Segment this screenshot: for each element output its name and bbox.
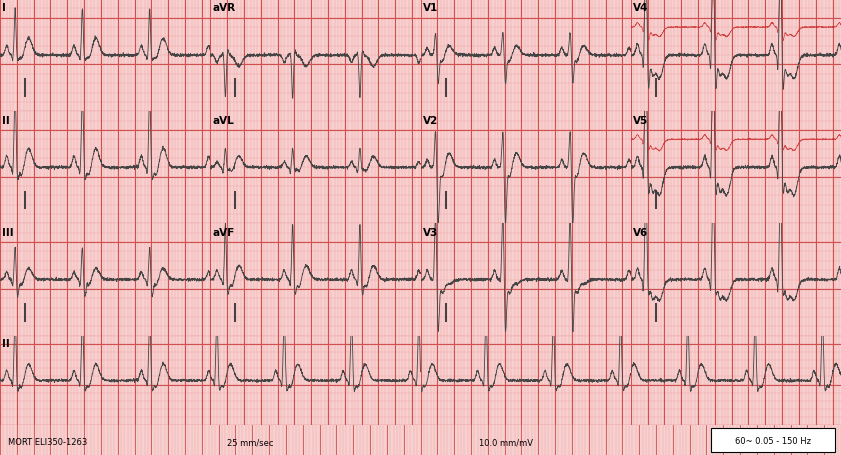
Text: III: III bbox=[2, 227, 13, 237]
Text: 10.0 mm/mV: 10.0 mm/mV bbox=[479, 437, 533, 446]
Text: II: II bbox=[2, 339, 10, 349]
Text: V5: V5 bbox=[632, 115, 648, 125]
Text: 25 mm/sec: 25 mm/sec bbox=[227, 437, 273, 446]
Text: aVL: aVL bbox=[212, 115, 234, 125]
Text: V6: V6 bbox=[632, 227, 648, 237]
Text: aVR: aVR bbox=[212, 3, 235, 13]
Text: V4: V4 bbox=[632, 3, 648, 13]
Text: I: I bbox=[2, 3, 6, 13]
Text: 60~ 0.05 - 150 Hz: 60~ 0.05 - 150 Hz bbox=[735, 436, 811, 445]
Text: V2: V2 bbox=[422, 115, 438, 125]
Text: V3: V3 bbox=[422, 227, 438, 237]
Text: MORT ELI350-1263: MORT ELI350-1263 bbox=[8, 437, 87, 446]
Bar bbox=[711, 429, 835, 452]
Text: II: II bbox=[2, 115, 10, 125]
Text: aVF: aVF bbox=[212, 227, 235, 237]
Text: V1: V1 bbox=[422, 3, 438, 13]
